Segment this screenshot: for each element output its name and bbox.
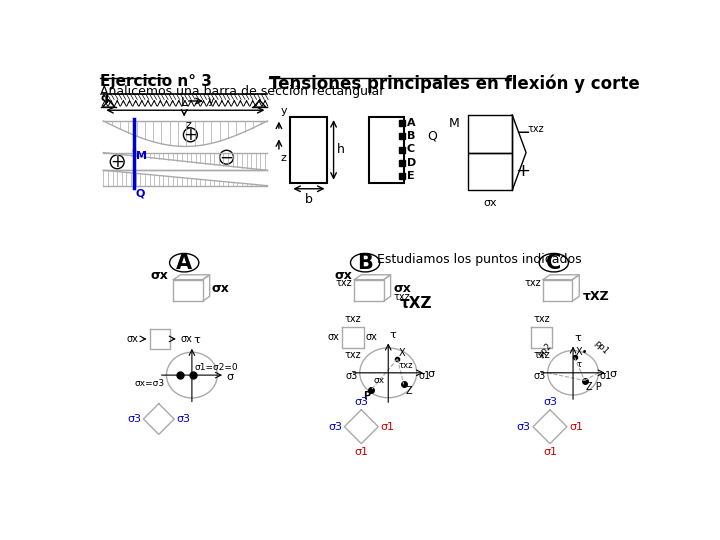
Text: τ: τ	[575, 333, 581, 343]
Text: +: +	[184, 126, 197, 144]
Bar	[467, 153, 512, 190]
Text: pp1: pp1	[593, 338, 610, 356]
Text: M: M	[135, 151, 147, 161]
Text: σx: σx	[211, 281, 229, 295]
Text: τxz: τxz	[344, 350, 361, 361]
Text: y: y	[207, 96, 214, 106]
Text: M: M	[449, 117, 459, 130]
Text: τxz: τxz	[344, 314, 361, 325]
Text: σ3: σ3	[346, 371, 359, 381]
Text: τXZ: τXZ	[400, 296, 432, 311]
Text: σx: σx	[151, 268, 168, 281]
Text: σx: σx	[394, 281, 412, 295]
Bar	[369, 117, 404, 183]
Text: Z P: Z P	[586, 382, 602, 392]
Text: σ1: σ1	[354, 448, 369, 457]
Text: σ: σ	[227, 372, 233, 382]
Text: C: C	[407, 145, 415, 154]
Text: C: C	[546, 253, 562, 273]
Text: σx: σx	[334, 268, 352, 281]
Text: Z: Z	[405, 386, 412, 396]
Text: z: z	[281, 153, 287, 163]
Text: σ3: σ3	[517, 422, 531, 431]
Text: y: y	[281, 106, 287, 117]
Text: τxz: τxz	[336, 278, 352, 288]
Text: τxz: τxz	[524, 278, 541, 288]
Text: σ1: σ1	[381, 422, 395, 431]
Text: −: −	[220, 148, 233, 166]
Text: Q: Q	[135, 189, 145, 199]
Text: σx: σx	[328, 333, 340, 342]
Text: σ3: σ3	[328, 422, 342, 431]
Text: D: D	[407, 158, 416, 167]
Text: τxz: τxz	[394, 292, 410, 301]
Text: σ1=σ2=0: σ1=σ2=0	[194, 363, 238, 372]
Text: τ: τ	[576, 360, 581, 369]
Text: b: b	[305, 193, 313, 206]
Text: σ1: σ1	[418, 371, 431, 381]
Text: σ: σ	[428, 369, 435, 379]
Text: q: q	[100, 93, 108, 103]
Text: X•: X•	[576, 347, 589, 356]
Text: τ: τ	[194, 335, 200, 345]
Text: B: B	[357, 253, 373, 273]
Text: τxz: τxz	[528, 125, 544, 134]
Text: E: E	[407, 171, 414, 181]
Text: Q: Q	[427, 130, 436, 143]
Text: σ3: σ3	[176, 414, 191, 424]
Text: σx=σ3: σx=σ3	[135, 379, 165, 388]
Text: τxz: τxz	[534, 350, 550, 361]
Bar	[467, 115, 512, 153]
Text: A: A	[176, 253, 192, 273]
Text: σ3: σ3	[534, 371, 546, 381]
Text: pp2: pp2	[536, 341, 554, 359]
Bar	[290, 117, 328, 183]
Text: σx: σx	[366, 333, 378, 342]
Text: τ: τ	[390, 330, 397, 340]
Text: Tensiones principales en flexión y corte: Tensiones principales en flexión y corte	[269, 74, 639, 92]
Text: +: +	[110, 153, 124, 171]
Text: σx: σx	[127, 334, 139, 344]
Text: σx: σx	[483, 198, 497, 208]
Text: τXZ: τXZ	[582, 290, 609, 303]
Text: A: A	[407, 118, 415, 129]
Text: σ: σ	[609, 369, 616, 379]
Text: σ1: σ1	[570, 422, 583, 431]
Text: σx: σx	[180, 334, 192, 344]
Text: X: X	[399, 348, 405, 358]
Text: σ3: σ3	[354, 397, 369, 408]
Text: σ1: σ1	[600, 371, 612, 381]
Text: τxz: τxz	[399, 361, 413, 370]
Text: Estudiamos los puntos indicados: Estudiamos los puntos indicados	[377, 253, 581, 266]
Text: τxz: τxz	[534, 314, 550, 325]
Text: L: L	[181, 97, 188, 110]
Text: h: h	[337, 143, 345, 156]
Text: Ejercicio n° 3: Ejercicio n° 3	[99, 74, 212, 89]
Text: σ3: σ3	[127, 414, 141, 424]
Text: −: −	[516, 124, 531, 143]
Text: σ1: σ1	[543, 448, 557, 457]
Text: Analicemos una barra de sección rectangular: Analicemos una barra de sección rectangu…	[99, 85, 384, 98]
Text: P: P	[363, 392, 370, 401]
Text: B: B	[407, 131, 415, 141]
Text: +: +	[516, 162, 531, 180]
Text: z: z	[186, 120, 192, 130]
Text: σx: σx	[373, 376, 384, 385]
Text: σ3: σ3	[543, 397, 557, 408]
